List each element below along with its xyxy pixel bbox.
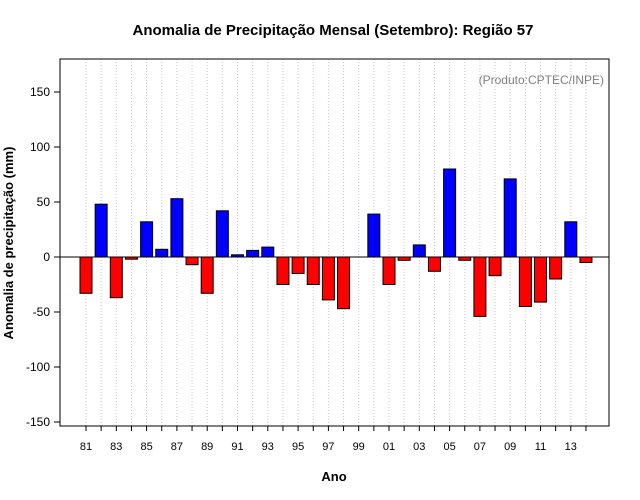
bar-89 [200,256,214,294]
bar-95 [291,256,305,274]
x-tick-label: 93 [262,441,274,453]
bar-04 [427,256,441,272]
y-axis: -150 -100 -50 0 50 100 150 [26,85,60,429]
y-tick-label: 0 [43,250,50,264]
bar-14 [579,256,593,263]
bar-81 [79,256,93,294]
x-tick-label: 07 [474,441,486,453]
bar-05 [443,168,457,258]
x-tick-label: 03 [413,441,425,453]
y-tick-label: 50 [37,195,51,209]
bar-88 [185,256,199,266]
bar-97 [321,256,335,301]
x-tick-label: 85 [140,441,152,453]
bar-85 [140,221,154,258]
x-axis: 81 83 85 87 89 91 93 95 97 99 01 03 05 07 09 11 13 [80,426,587,453]
y-tick-label: -50 [33,305,51,319]
bar-11 [534,256,547,303]
bar-09 [503,178,517,258]
x-tick-label: 01 [383,441,395,453]
bar-94 [276,256,290,285]
x-tick-label: 89 [201,441,213,453]
x-tick-label: 13 [565,441,577,453]
x-tick-label: 95 [292,441,304,453]
chart-annotation: (Produto:CPTEC/INPE) [479,73,604,87]
x-tick-label: 81 [80,441,92,453]
x-tick-label: 09 [504,441,516,453]
y-axis-title: Anomalia de precipitação (mm) [1,147,16,340]
y-tick-label: 150 [30,85,50,99]
x-tick-label: 99 [353,441,365,453]
x-tick-label: 83 [110,441,122,453]
bar-86 [155,248,169,258]
y-tick-label: -100 [26,360,50,374]
bar-13 [564,221,578,258]
bar-98 [337,256,351,310]
x-axis-title: Ano [321,469,346,484]
bar-12 [549,256,563,280]
bar-96 [306,256,320,285]
plot-frame [59,58,610,427]
bar-90 [215,210,229,258]
bar-08 [488,256,502,277]
bar-01 [382,256,396,285]
x-tick-label: 97 [322,441,334,453]
bar-07 [473,256,487,317]
bar-00 [367,213,381,258]
bar-92 [246,249,260,258]
y-tick-label: -150 [26,415,50,429]
chart-title: Anomalia de Precipitação Mensal (Setembr… [133,22,534,39]
bar-03 [412,244,426,258]
bars [79,168,593,317]
x-tick-label: 11 [535,441,546,453]
x-tick-label: 87 [171,441,183,453]
bar-10 [518,256,532,307]
y-tick-label: 100 [30,140,50,154]
bar-82 [94,203,108,258]
bar-83 [109,256,123,299]
x-tick-label: 05 [443,441,455,453]
bar-87 [170,198,184,258]
x-tick-label: 91 [231,441,243,453]
bar-93 [261,246,275,258]
